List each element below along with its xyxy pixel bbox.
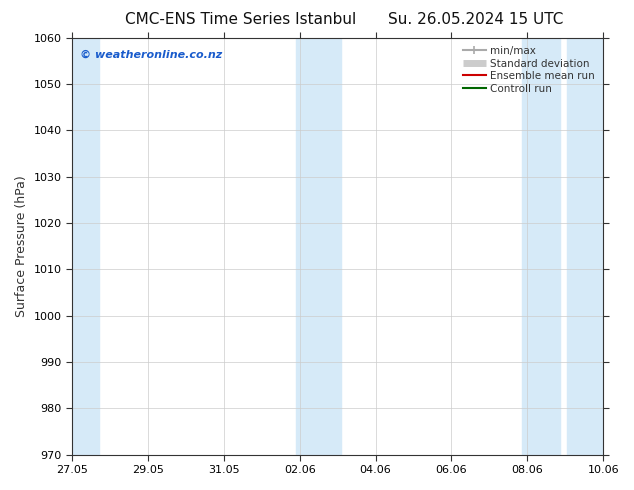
Bar <box>567 38 607 455</box>
Text: © weatheronline.co.nz: © weatheronline.co.nz <box>80 50 223 60</box>
Y-axis label: Surface Pressure (hPa): Surface Pressure (hPa) <box>15 175 28 317</box>
Legend: min/max, Standard deviation, Ensemble mean run, Controll run: min/max, Standard deviation, Ensemble me… <box>460 43 598 97</box>
Bar <box>522 38 560 455</box>
Text: Su. 26.05.2024 15 UTC: Su. 26.05.2024 15 UTC <box>388 12 563 27</box>
Bar <box>296 38 342 455</box>
Text: CMC-ENS Time Series Istanbul: CMC-ENS Time Series Istanbul <box>126 12 356 27</box>
Bar <box>68 38 99 455</box>
